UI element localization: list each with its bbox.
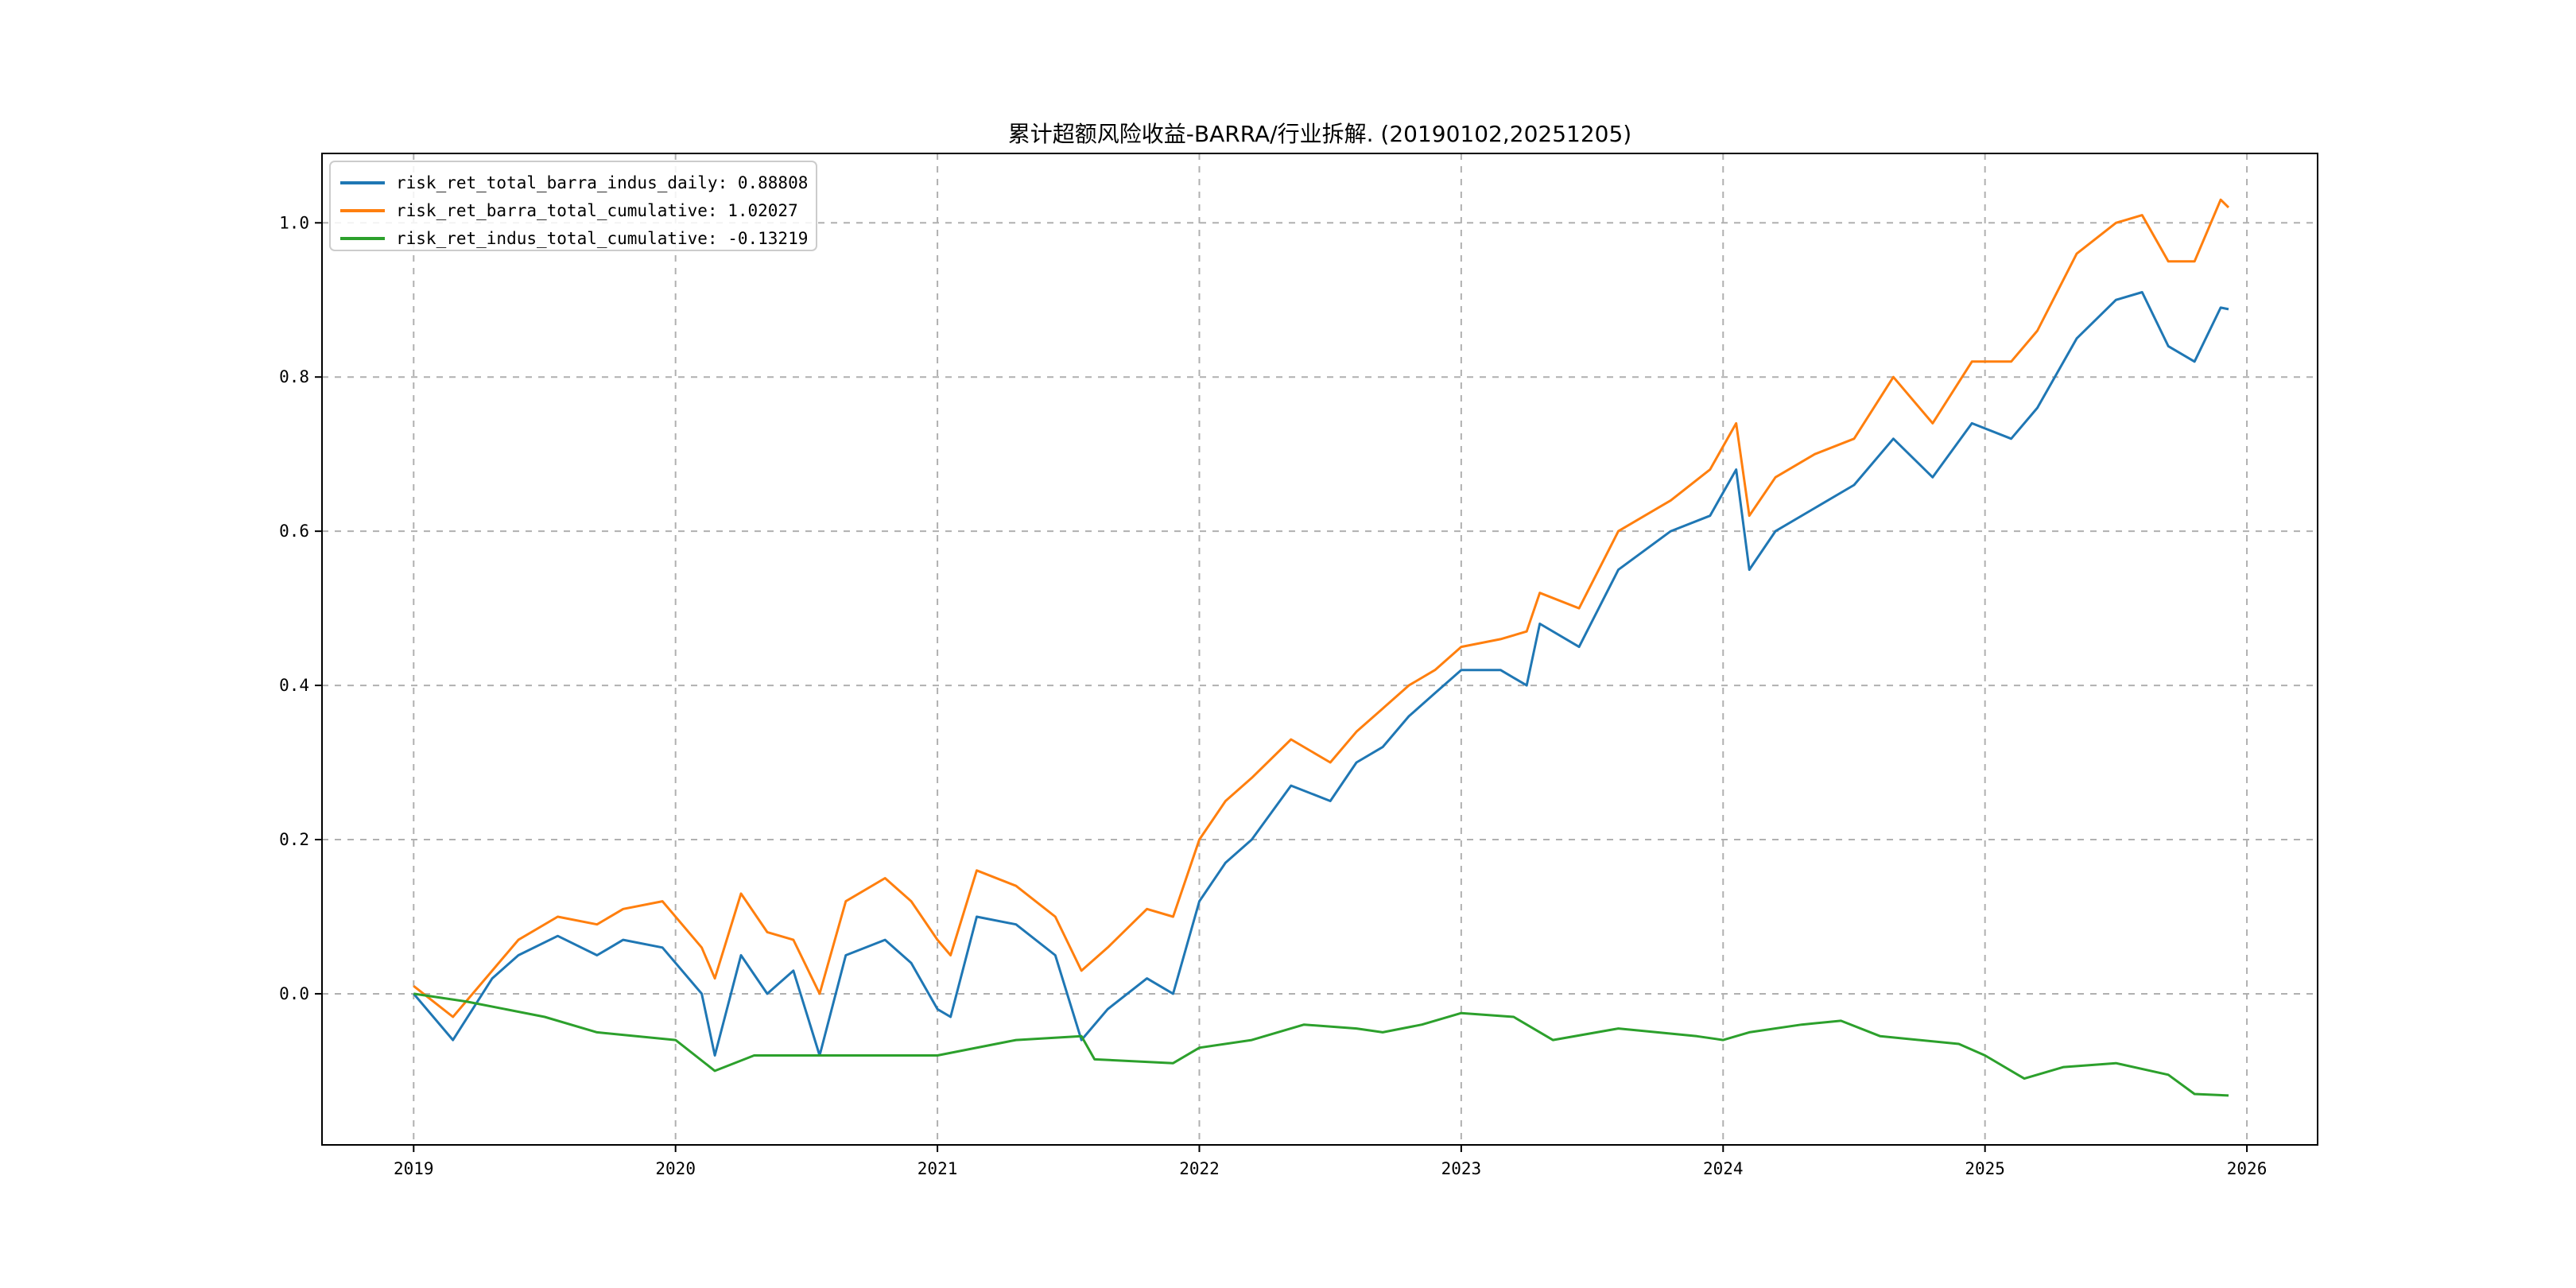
series-lines [413, 198, 2230, 1097]
x-tick-label: 2023 [1441, 1159, 1482, 1178]
legend-label: risk_ret_total_barra_indus_daily: 0.8880… [396, 173, 808, 192]
y-tick-label: 0.0 [279, 984, 309, 1003]
y-axis: 0.0 0.2 0.4 0.6 0.8 1.0 [279, 213, 322, 1003]
series-line-barra [413, 198, 2230, 1018]
legend-box [329, 161, 817, 251]
y-tick-label: 0.2 [279, 830, 309, 849]
series-line-total [413, 291, 2229, 1057]
series-line-indus [413, 992, 2229, 1097]
y-tick-label: 0.4 [279, 676, 309, 695]
chart-title: 累计超额风险收益-BARRA/行业拆解. (20190102,20251205) [1008, 121, 1631, 147]
x-tick-label: 2024 [1703, 1159, 1744, 1178]
x-tick-label: 2021 [918, 1159, 958, 1178]
legend: risk_ret_total_barra_indus_daily: 0.8880… [329, 161, 817, 251]
plot-area-frame [321, 153, 2318, 1146]
x-tick-label: 2026 [2227, 1159, 2268, 1178]
y-tick-label: 0.8 [279, 367, 309, 386]
legend-label: risk_ret_indus_total_cumulative: -0.1321… [396, 229, 808, 248]
x-axis: 2019 2020 2021 2022 2023 2024 2025 2026 [394, 1145, 2267, 1178]
x-tick-label: 2022 [1179, 1159, 1220, 1178]
x-tick-label: 2019 [394, 1159, 434, 1178]
y-tick-label: 0.6 [279, 522, 309, 541]
y-tick-label: 1.0 [279, 213, 309, 232]
x-tick-label: 2020 [655, 1159, 696, 1178]
legend-label: risk_ret_barra_total_cumulative: 1.02027 [396, 201, 798, 220]
x-tick-label: 2025 [1965, 1159, 2005, 1178]
